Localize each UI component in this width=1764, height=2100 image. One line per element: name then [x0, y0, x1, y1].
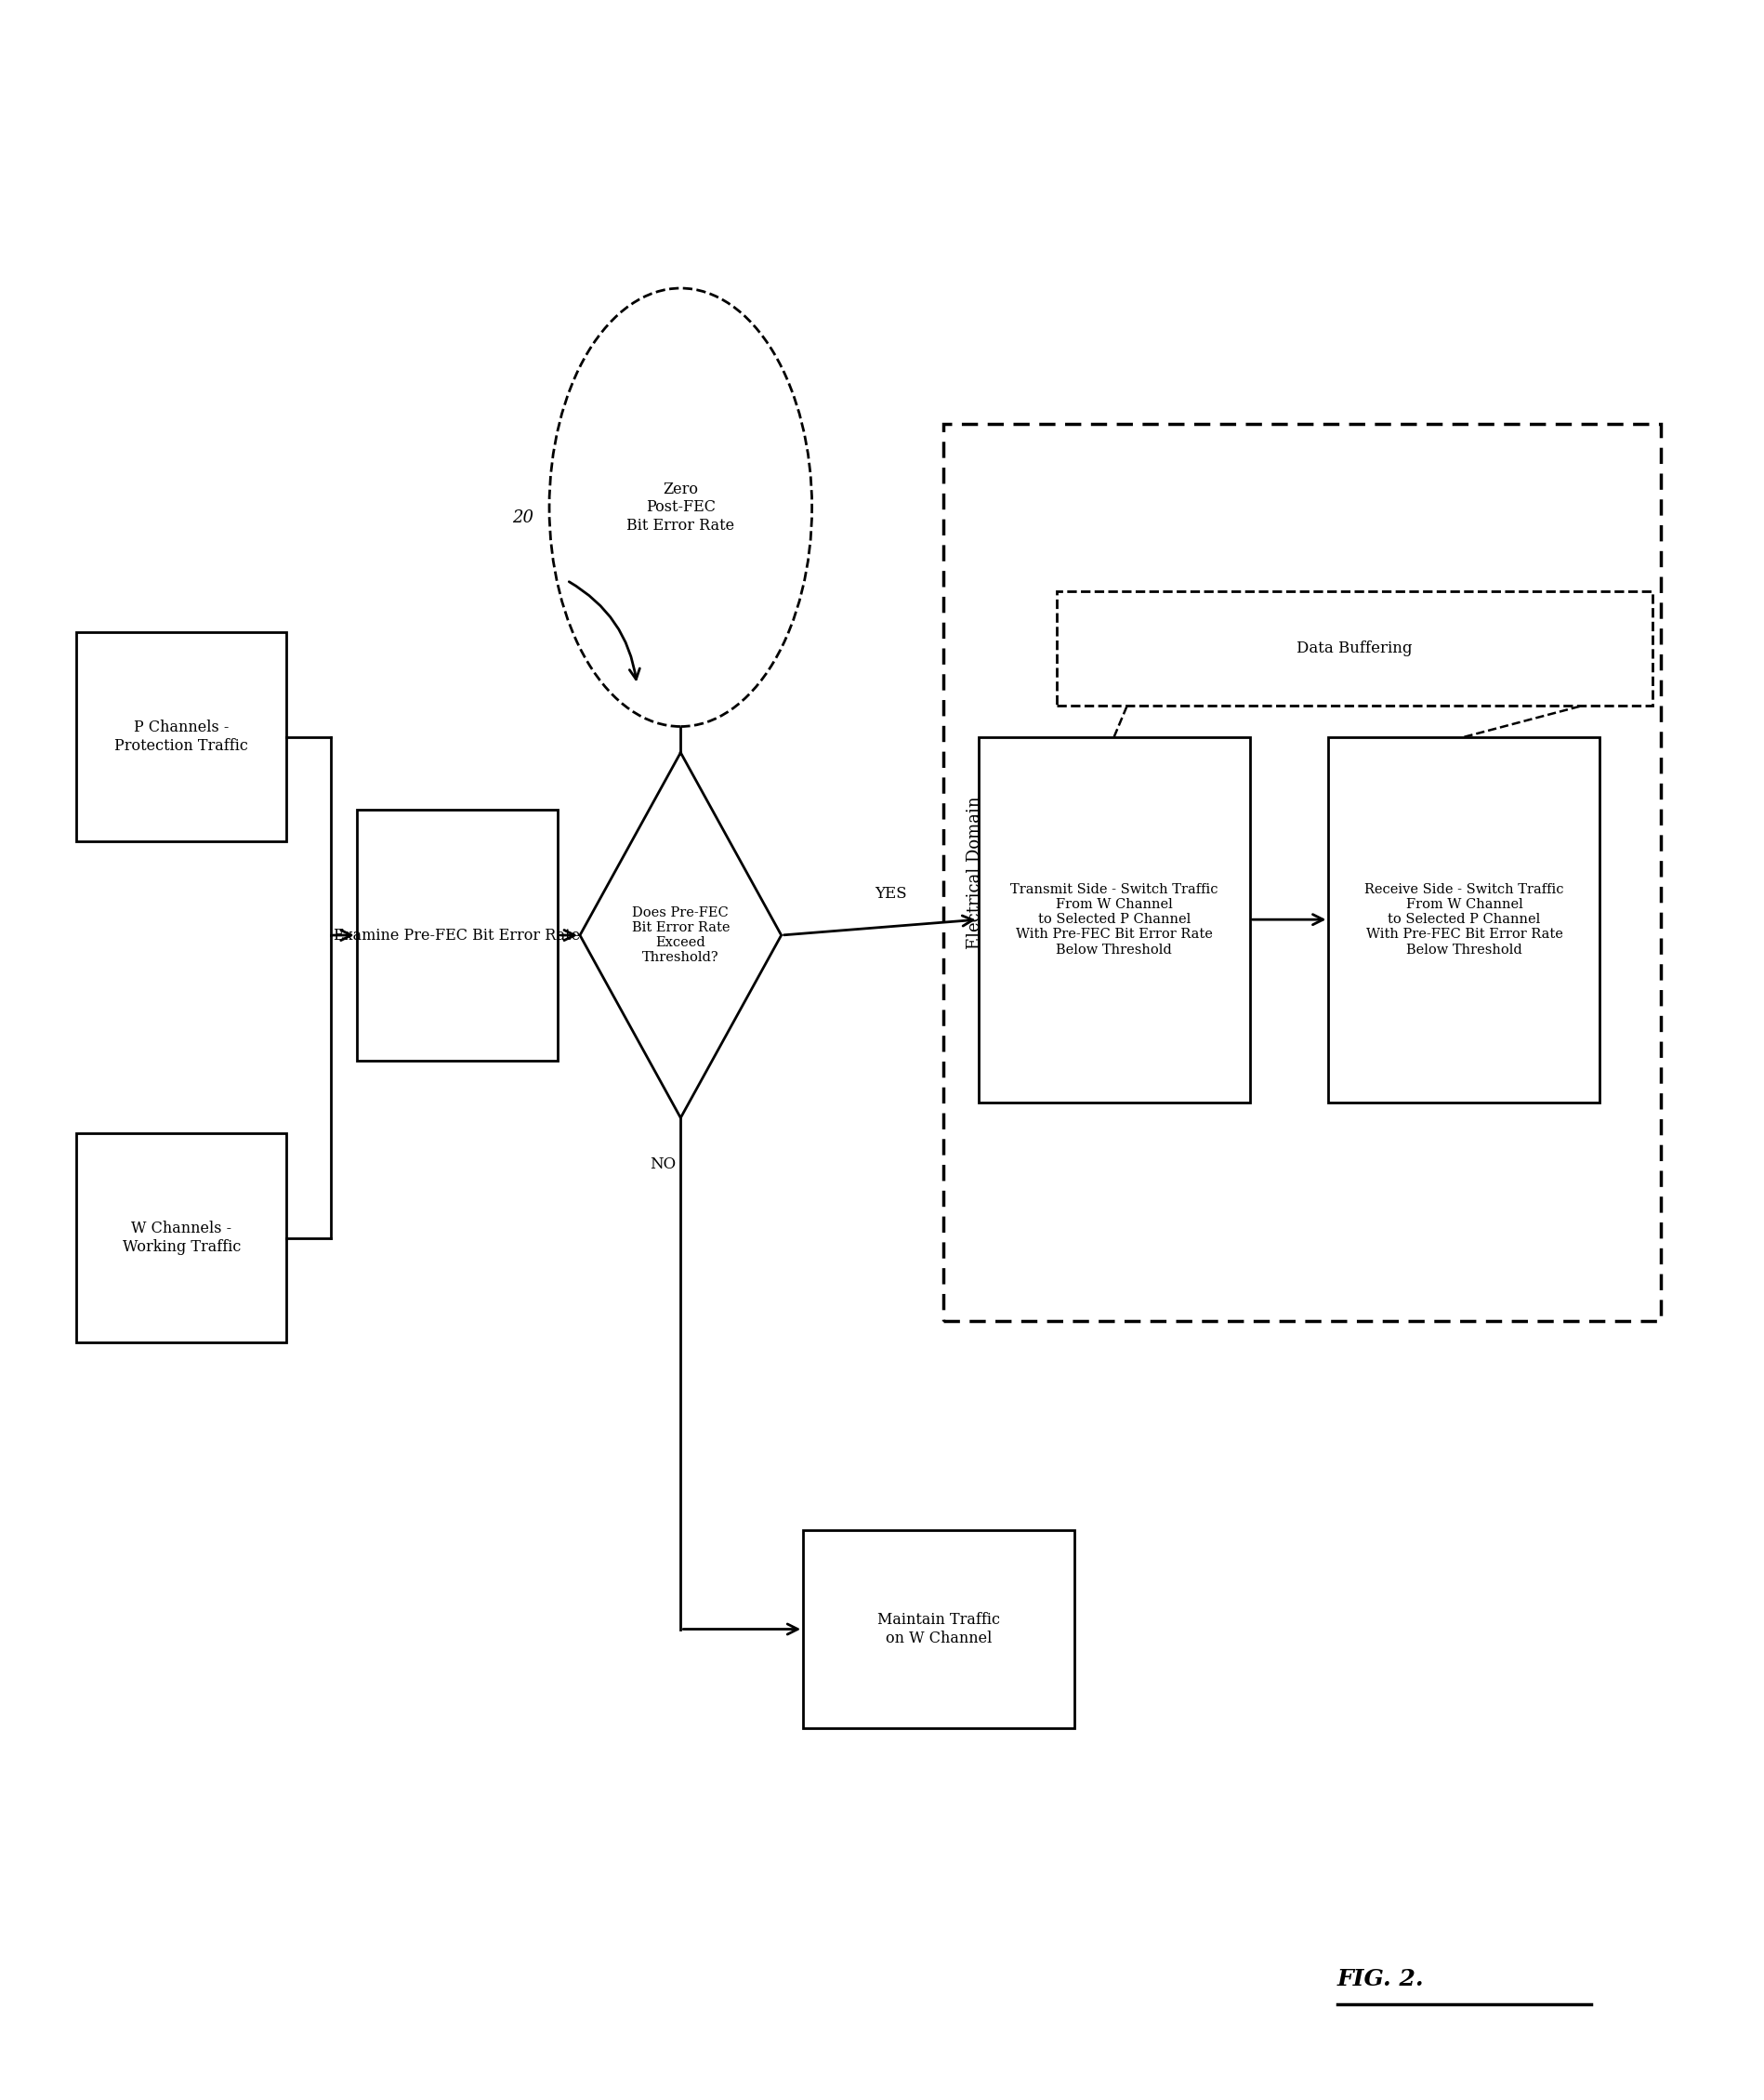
- Bar: [356, 811, 557, 1060]
- Bar: [76, 1134, 286, 1342]
- Ellipse shape: [549, 288, 811, 727]
- Text: Receive Side - Switch Traffic
From W Channel
to Selected P Channel
With Pre-FEC : Receive Side - Switch Traffic From W Cha…: [1365, 882, 1565, 956]
- Text: Zero
Post-FEC
Bit Error Rate: Zero Post-FEC Bit Error Rate: [626, 481, 734, 533]
- Text: P Channels -
Protection Traffic: P Channels - Protection Traffic: [115, 720, 249, 754]
- Text: NO: NO: [651, 1157, 676, 1172]
- Text: Transmit Side - Switch Traffic
From W Channel
to Selected P Channel
With Pre-FEC: Transmit Side - Switch Traffic From W Ch…: [1011, 882, 1217, 956]
- Text: Maintain Traffic
on W Channel: Maintain Traffic on W Channel: [877, 1613, 1000, 1646]
- Text: Examine Pre-FEC Bit Error Rate: Examine Pre-FEC Bit Error Rate: [333, 928, 580, 943]
- Text: W Channels -
Working Traffic: W Channels - Working Traffic: [122, 1220, 240, 1256]
- Bar: [944, 424, 1662, 1321]
- Text: YES: YES: [875, 886, 907, 901]
- Text: FIG. 2.: FIG. 2.: [1337, 1968, 1424, 1991]
- Text: Electrical Domain: Electrical Domain: [967, 796, 983, 949]
- Text: Data Buffering: Data Buffering: [1297, 640, 1413, 655]
- Bar: [76, 632, 286, 842]
- Bar: [1328, 737, 1600, 1102]
- Bar: [803, 1531, 1074, 1728]
- Bar: [1057, 590, 1653, 706]
- Text: 20: 20: [512, 510, 534, 527]
- Bar: [979, 737, 1249, 1102]
- Text: Does Pre-FEC
Bit Error Rate
Exceed
Threshold?: Does Pre-FEC Bit Error Rate Exceed Thres…: [632, 905, 730, 964]
